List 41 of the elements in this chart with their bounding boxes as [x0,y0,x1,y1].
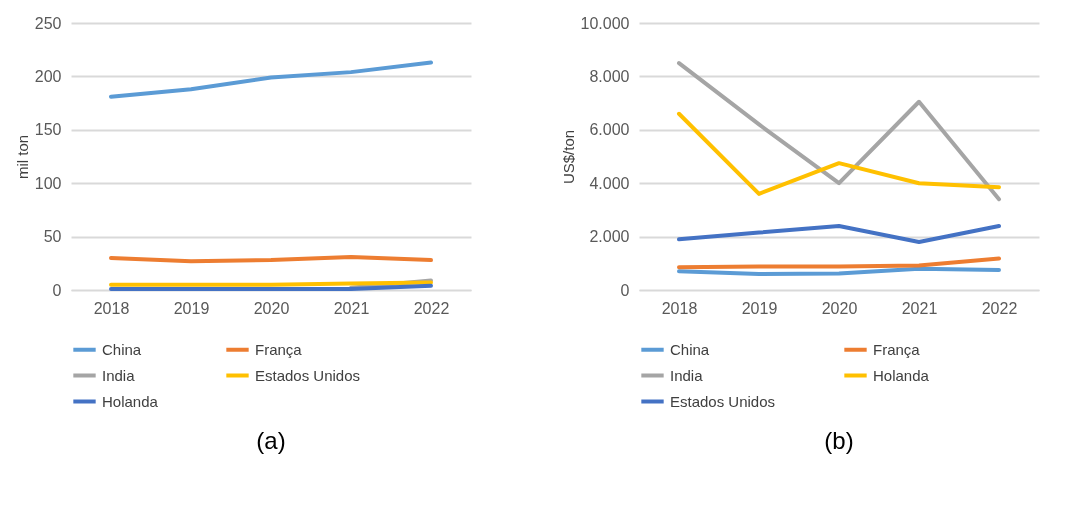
legend-label: China [670,340,710,358]
legend-label: Holanda [873,366,930,384]
legend-label: China [102,340,142,358]
x-tick-label: 2019 [173,299,210,317]
y-tick-label: 50 [43,228,62,246]
y-tick-label: 6.000 [589,121,630,139]
legend-label: India [670,366,704,384]
y-tick-label: 250 [34,14,62,32]
x-tick-label: 2021 [333,299,370,317]
x-tick-label: 2022 [413,299,450,317]
x-tick-label: 2019 [741,299,778,317]
legend-label: India [102,366,136,384]
x-tick-label: 2020 [253,299,290,317]
y-tick-label: 200 [34,67,62,85]
y-tick-label: 8.000 [589,67,630,85]
x-tick-label: 2018 [93,299,130,317]
legend-label: França [255,340,303,358]
line-series [109,60,433,99]
x-tick-label: 2022 [981,299,1018,317]
line-series [677,111,1001,196]
line-series [677,256,1001,270]
legend-label: Holanda [102,392,159,410]
y-tick-label: 0 [52,281,62,299]
legend-label: Estados Unidos [255,366,361,384]
y-tick-label: 150 [34,121,62,139]
x-tick-label: 2018 [661,299,698,317]
x-tick-label: 2021 [901,299,938,317]
y-tick-label: 100 [34,174,62,192]
y-tick-label: 0 [620,281,630,299]
y-tick-label: 4.000 [589,174,630,192]
x-tick-label: 2020 [821,299,858,317]
y-tick-label: 2.000 [589,228,630,246]
legend-label: França [873,340,921,358]
line-series [677,61,1001,202]
text: (b) [824,427,854,454]
y-axis-title: US$/ton [559,129,577,185]
legend-label: Estados Unidos [670,392,776,410]
y-tick-label: 10.000 [580,14,630,32]
line-series [677,223,1001,244]
text: (a) [256,427,286,454]
y-axis-title: mil ton [13,134,31,180]
